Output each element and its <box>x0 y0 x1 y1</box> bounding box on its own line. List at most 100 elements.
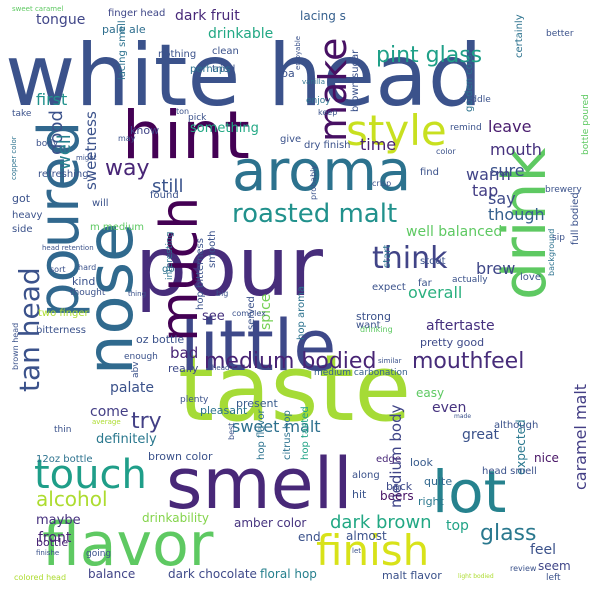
word: abv <box>131 361 141 378</box>
word: smooth <box>207 231 218 268</box>
word: will <box>92 198 109 209</box>
word: sweet caramel <box>12 5 63 13</box>
word: way <box>105 156 150 181</box>
word: white head <box>5 26 482 126</box>
word: thing <box>128 290 146 298</box>
word: maybe <box>36 513 81 528</box>
word: complex <box>232 309 266 318</box>
word: dark chocolate <box>168 567 257 581</box>
word: body <box>36 139 59 149</box>
word: say <box>488 189 516 208</box>
word: refreshing <box>38 169 89 180</box>
word: good <box>46 110 67 155</box>
word: medium carbonation <box>314 368 408 378</box>
word: made <box>454 413 471 420</box>
word: along <box>352 470 380 481</box>
word: almost <box>346 529 387 543</box>
word: little <box>180 305 336 387</box>
word: floral hop <box>260 567 317 581</box>
word: quite <box>424 475 452 488</box>
word: average <box>92 418 121 426</box>
word: bitterness <box>36 325 86 336</box>
word: head s <box>212 364 236 372</box>
word: 12oz bottle <box>36 454 93 465</box>
word: found <box>150 190 179 201</box>
word: pour <box>135 220 323 315</box>
word: roasted malt <box>232 199 397 229</box>
word: taste <box>178 335 411 442</box>
word: big <box>216 289 228 298</box>
word: hop bitterness <box>195 238 206 310</box>
word: aftertaste <box>426 318 495 334</box>
word: enough <box>124 352 158 362</box>
word: hop flavor <box>256 409 267 460</box>
word: lacing smell <box>117 20 128 80</box>
word: feel <box>530 542 556 558</box>
word: got <box>12 192 31 205</box>
word: nothing <box>158 49 196 60</box>
word: expected <box>514 419 528 475</box>
word: enjoyable <box>294 36 302 70</box>
word: spice <box>258 294 274 330</box>
word: may <box>118 134 136 143</box>
word: love <box>520 272 541 283</box>
word: tried <box>212 64 235 75</box>
word: sure <box>490 161 525 180</box>
word: take <box>12 109 32 119</box>
word: alcohol <box>36 487 108 511</box>
word: interesting <box>165 232 175 280</box>
word: edge <box>376 454 401 465</box>
word: even <box>432 400 466 416</box>
word: aroma <box>232 139 411 204</box>
word: malt flavor <box>382 569 442 582</box>
word: lacing s <box>300 9 346 23</box>
word: finish <box>316 526 429 575</box>
word: see <box>202 309 225 324</box>
word: right <box>418 495 445 508</box>
word: crisp <box>372 179 391 188</box>
word: something <box>190 121 259 136</box>
word: golden color <box>464 49 475 112</box>
word: nose <box>74 223 148 375</box>
word: balance <box>88 567 135 581</box>
word: medium bodied <box>204 349 376 374</box>
word: hint <box>122 97 250 174</box>
word: dark fruit <box>175 8 240 24</box>
word: drinking <box>360 325 393 334</box>
word: mouth <box>490 140 542 159</box>
word: time <box>360 135 396 154</box>
word: clean <box>212 46 239 57</box>
word: bottle poured <box>581 94 590 155</box>
word: thought <box>70 288 106 298</box>
word: warm <box>466 165 511 184</box>
word: flavor <box>42 510 214 580</box>
word: make <box>311 38 355 142</box>
word: overall <box>408 283 462 302</box>
word: brown color <box>148 450 213 463</box>
word: come <box>90 404 129 420</box>
word: palate <box>110 380 154 396</box>
word: want <box>356 320 381 331</box>
word: drink <box>490 148 560 300</box>
word: oz bottle <box>136 333 184 346</box>
word: vanilla <box>302 78 325 86</box>
word: style <box>346 106 447 155</box>
word: finishe <box>36 549 59 557</box>
word: tap <box>472 181 498 200</box>
word: dark brown <box>330 512 432 533</box>
word: hard <box>78 263 96 272</box>
word: color <box>436 147 456 156</box>
word: side <box>12 224 33 235</box>
word: ton <box>176 107 189 116</box>
word: remind <box>450 123 482 133</box>
word: tongue <box>36 12 85 28</box>
word: seem <box>538 559 571 573</box>
word: lot <box>432 458 506 526</box>
word: know <box>130 124 159 137</box>
word: bad <box>170 344 198 362</box>
word: kind <box>72 275 95 288</box>
word: go <box>162 264 174 275</box>
word: heavy <box>12 210 43 221</box>
word: thin <box>54 425 71 435</box>
